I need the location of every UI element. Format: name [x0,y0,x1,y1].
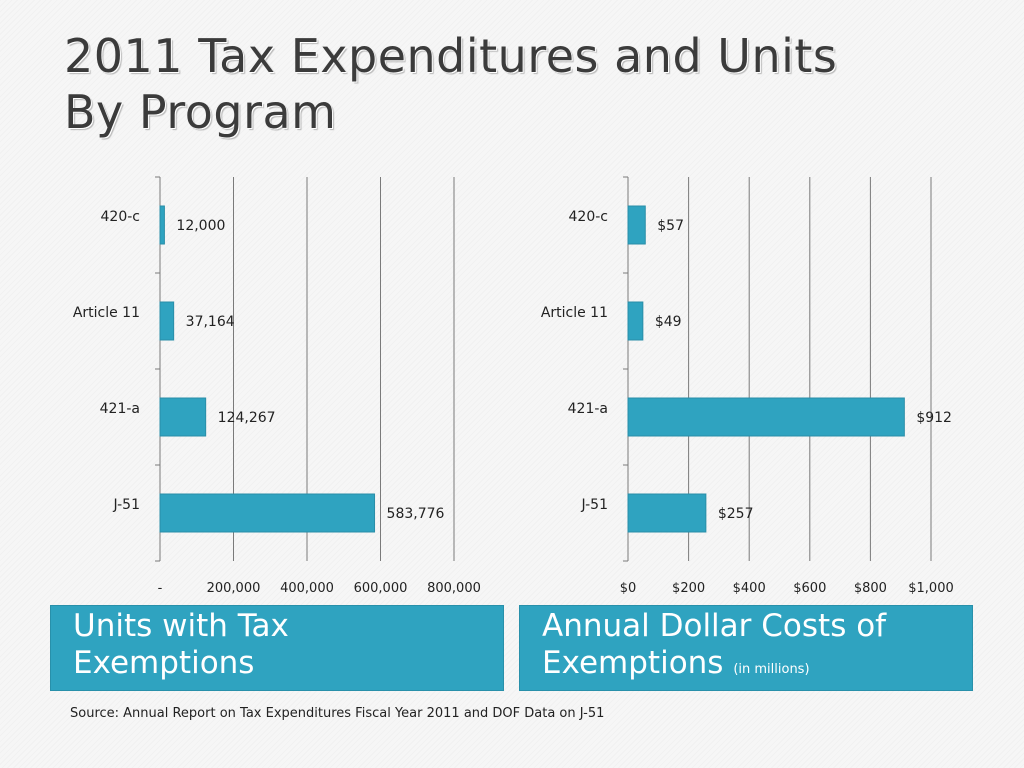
source-note: Source: Annual Report on Tax Expenditure… [70,706,605,721]
units-bar-chart: 420-c 12,000 Article 11 37,164 421-a 124,267 J… [73,176,481,596]
units-tick-label: 800,000 [427,581,481,596]
page-title: 2011 Tax Expenditures and Units By Progr… [64,28,837,140]
costs-category-label: J-51 [581,497,609,513]
costs-bar [627,397,905,437]
costs-caption: Annual Dollar Costs of Exemptions (in mi… [519,605,973,691]
costs-tick-label: $400 [733,581,766,596]
units-bar [159,397,207,437]
units-tick-label: 200,000 [207,581,261,596]
costs-bar [627,301,644,341]
costs-bar [627,205,646,245]
costs-category-label: Article 11 [541,305,608,321]
costs-tick-label: $1,000 [908,581,954,596]
units-category-label: J-51 [113,497,141,513]
costs-value-label: $57 [657,218,684,234]
units-category-label: Article 11 [73,305,140,321]
costs-tick-label: $800 [854,581,887,596]
costs-caption-line-1: Annual Dollar Costs of [542,608,887,644]
costs-caption-note: (in millions) [733,662,810,677]
costs-caption-line-2: Exemptions [542,645,724,681]
costs-tick-label: $200 [672,581,705,596]
title-line-1: 2011 Tax Expenditures and Units [64,29,838,83]
costs-value-label: $257 [718,506,754,522]
costs-value-label: $49 [655,314,682,330]
costs-value-label: $912 [916,410,952,426]
costs-bar [627,493,707,533]
costs-category-label: 421-a [568,401,608,417]
costs-bar-chart: 420-c $57 Article 11 $49 421-a $912 J-51 $257 $0… [541,176,954,596]
units-value-label: 583,776 [387,506,445,522]
title-line-2: By Program [64,85,337,139]
units-value-label: 37,164 [186,314,235,330]
units-category-label: 420-c [101,209,140,225]
units-bar [159,493,376,533]
units-caption-line-1: Units with Tax [73,608,289,644]
costs-tick-label: $0 [620,581,637,596]
costs-category-label: 420-c [569,209,608,225]
units-tick-label: 600,000 [354,581,408,596]
units-caption-line-2: Exemptions [73,645,255,681]
units-value-label: 12,000 [176,218,225,234]
costs-tick-label: $600 [793,581,826,596]
units-bar [159,301,175,341]
units-bar [159,205,165,245]
units-category-label: 421-a [100,401,140,417]
units-caption: Units with Tax Exemptions [50,605,504,691]
units-value-label: 124,267 [218,410,276,426]
units-tick-label: - [158,581,163,596]
units-tick-label: 400,000 [280,581,334,596]
